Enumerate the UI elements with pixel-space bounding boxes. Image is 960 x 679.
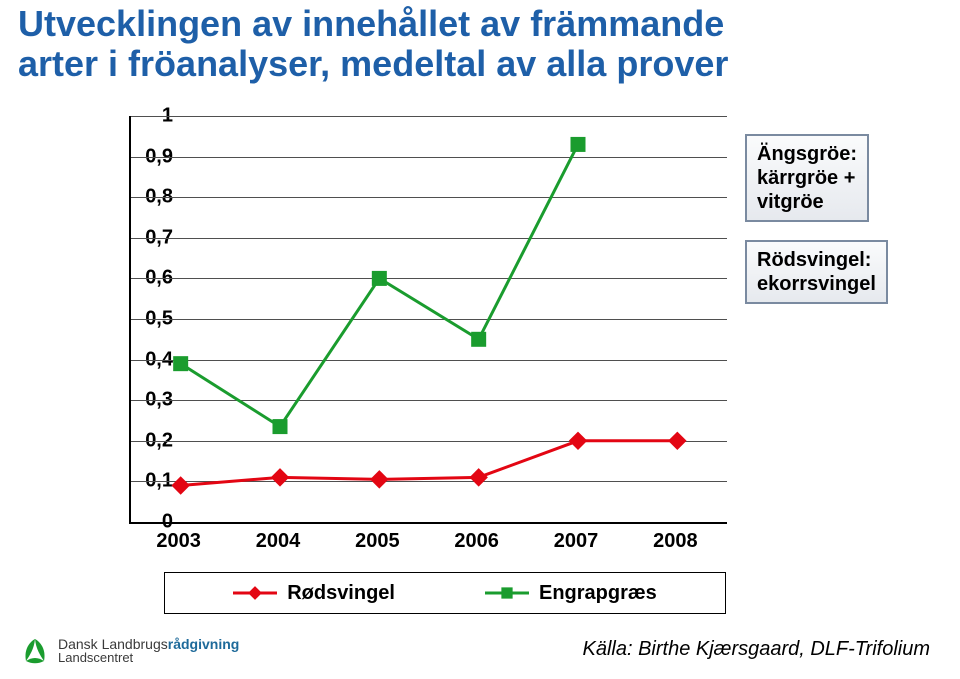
- plot-area: [129, 116, 727, 524]
- series-line-rodsvingel: [181, 441, 678, 486]
- series-marker-rodsvingel: [171, 476, 189, 494]
- annotation-rodsvingel: Rödsvingel: ekorrsvingel: [745, 240, 888, 304]
- legend-label: Engrapgræs: [539, 582, 657, 605]
- x-tick-label: 2003: [156, 530, 201, 553]
- legend-item-engrapgraes: Engrapgræs: [485, 582, 657, 605]
- legend-label: Rødsvingel: [287, 582, 395, 605]
- title-line-1: Utvecklingen av innehållet av främmande: [18, 3, 724, 44]
- series-marker-rodsvingel: [469, 468, 487, 486]
- series-marker-rodsvingel: [271, 468, 289, 486]
- legend: Rødsvingel Engrapgræs: [164, 572, 726, 614]
- source-credit: Källa: Birthe Kjærsgaard, DLF-Trifolium: [582, 638, 930, 661]
- series-marker-engrapgraes: [372, 271, 387, 286]
- series-marker-rodsvingel: [370, 470, 388, 488]
- x-tick-label: 2006: [454, 530, 499, 553]
- chart: 00,10,20,30,40,50,60,70,80,91 2003200420…: [75, 116, 725, 546]
- x-tick-label: 2004: [256, 530, 301, 553]
- legend-swatch-rodsvingel: [233, 586, 277, 600]
- annotation-angsgroe: Ängsgröe: kärrgröe + vitgröe: [745, 134, 869, 222]
- series-marker-engrapgraes: [471, 332, 486, 347]
- leaf-icon: [20, 637, 50, 665]
- series-marker-rodsvingel: [668, 432, 686, 450]
- series-marker-engrapgraes: [173, 356, 188, 371]
- series-lines: [131, 116, 727, 522]
- series-marker-engrapgraes: [273, 419, 288, 434]
- x-tick-label: 2008: [653, 530, 698, 553]
- x-tick-label: 2005: [355, 530, 400, 553]
- x-tick-label: 2007: [554, 530, 599, 553]
- footer-text: Dansk Landbrugsrådgivning Landscentret: [58, 637, 239, 665]
- legend-item-rodsvingel: Rødsvingel: [233, 582, 395, 605]
- legend-swatch-engrapgraes: [485, 586, 529, 600]
- title-line-2: arter i fröanalyser, medeltal av alla pr…: [18, 43, 728, 84]
- slide-title: Utvecklingen av innehållet av främmande …: [18, 4, 938, 83]
- series-marker-engrapgraes: [571, 137, 586, 152]
- series-marker-rodsvingel: [569, 432, 587, 450]
- footer-org: Dansk Landbrugsrådgivning Landscentret: [20, 637, 239, 665]
